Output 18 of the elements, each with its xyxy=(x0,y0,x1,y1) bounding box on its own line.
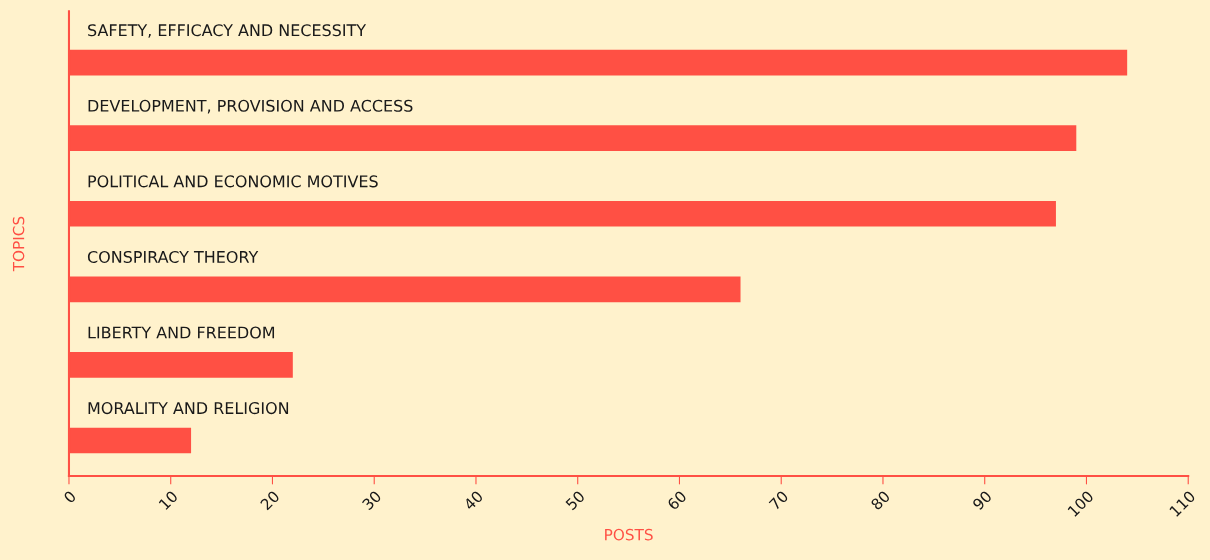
x-tick-label: 70 xyxy=(768,490,789,511)
y-tick-label: DEVELOPMENT, PROVISION AND ACCESS xyxy=(88,99,413,114)
x-tick-label: 10 xyxy=(158,490,179,511)
x-tick-label: 0 xyxy=(63,490,77,504)
y-tick-label: CONSPIRACY THEORY xyxy=(87,250,259,263)
x-axis-title: POSTS xyxy=(605,528,653,541)
x-tick-label: 30 xyxy=(361,490,382,511)
x-tick-label: 50 xyxy=(565,490,586,511)
x-tick-label: 90 xyxy=(971,490,993,511)
y-tick-label: POLITICAL AND ECONOMIC MOTIVES xyxy=(88,175,378,188)
y-axis-title: TOPICS xyxy=(12,216,25,272)
y-tick-label: LIBERTY AND FREEDOM xyxy=(88,326,275,339)
x-tick-label: 20 xyxy=(259,490,281,511)
y-tick-label: SAFETY, EFFICACY AND NECESSITY xyxy=(88,24,367,38)
x-tick-label: 40 xyxy=(462,490,484,511)
x-tick-label: 80 xyxy=(870,490,891,511)
x-tick-label: 60 xyxy=(666,490,688,511)
y-tick-label: MORALITY AND RELIGION xyxy=(88,402,289,415)
